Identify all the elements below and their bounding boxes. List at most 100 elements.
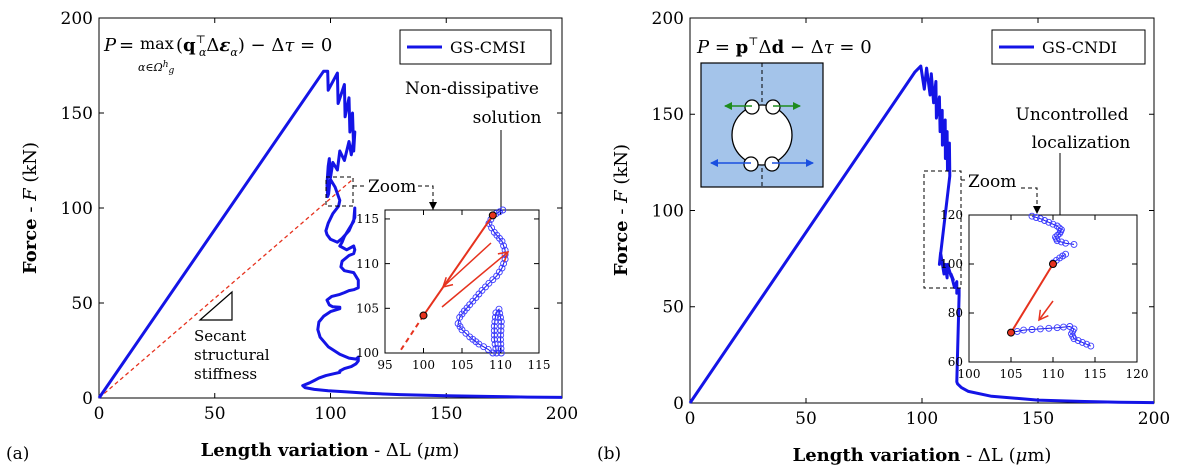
inset-x-tick-label: 115 — [528, 358, 551, 372]
svg-text:max: max — [140, 34, 174, 53]
inset-marker — [1062, 250, 1070, 258]
stiffness-triangle — [198, 290, 233, 321]
inset-y-tick-label: 105 — [356, 302, 379, 316]
unload-arrow — [441, 242, 492, 289]
inset-x-tick-label: 115 — [1084, 367, 1107, 381]
zoom-label: Zoom — [368, 177, 416, 197]
secant-line — [98, 178, 355, 399]
inset-marker — [493, 349, 501, 357]
main-x-tick-label: 0 — [94, 404, 105, 424]
inset-marker — [485, 279, 493, 287]
main-y-tick-label: 100 — [61, 199, 93, 219]
inset-marker — [1028, 326, 1036, 333]
inset-marker — [497, 331, 505, 339]
hole — [731, 104, 793, 166]
inset-x-tick-label: 120 — [1126, 367, 1149, 381]
inset-marker — [482, 283, 489, 291]
main-y-tick-label: 50 — [71, 294, 93, 314]
main-x-tick-label: 100 — [906, 409, 938, 429]
inset-marker — [484, 345, 492, 353]
inset-y-tick-label: 115 — [356, 212, 379, 226]
inset-red-dashed — [398, 314, 425, 354]
inset-marker — [1055, 224, 1063, 232]
callout-label: Uncontrolled — [1016, 105, 1129, 125]
notch — [743, 156, 759, 172]
inset-marker — [495, 305, 503, 313]
inset-y-tick-label: 100 — [940, 257, 963, 271]
main-y-tick-label: 100 — [652, 201, 684, 221]
inset-marker — [492, 345, 500, 352]
inset-marker — [493, 272, 501, 280]
panel-tag: (b) — [597, 444, 621, 464]
inset-x-tick-label: 105 — [1000, 367, 1023, 381]
inset-y-tick-label: 80 — [948, 306, 963, 320]
inset-marker — [489, 276, 497, 284]
main-x-tick-label: 200 — [1138, 409, 1170, 429]
inset-marker — [1062, 239, 1070, 247]
series-line-gs-cmsi — [97, 69, 563, 399]
panel-a: (a) 0 50 100 150 200 0 50 100 150 200 Length vari… — [6, 9, 578, 464]
inset-marker — [1083, 340, 1091, 348]
inset-marker — [1045, 218, 1053, 226]
series-line-gs-cndi — [688, 64, 1155, 405]
zoom-label: Zoom — [968, 172, 1016, 192]
inset-marker — [497, 322, 505, 330]
inset-red-line — [422, 214, 494, 317]
notch — [744, 99, 760, 115]
x-axis-label: Length variation - ΔL (μm) — [201, 440, 460, 461]
main-y-tick-label: 200 — [652, 9, 684, 29]
inset-marker — [497, 340, 505, 348]
inset-x-tick-label: 110 — [1042, 367, 1065, 381]
inset-marker — [491, 313, 499, 321]
inset-marker — [456, 313, 464, 321]
main-x-tick-label: 50 — [795, 409, 817, 429]
secant-label: structural — [194, 346, 270, 364]
main-x-tick-label: 150 — [430, 404, 462, 424]
equation: P = p⊤Δd − Δτ = 0 — [696, 35, 872, 58]
inset-marker — [497, 336, 504, 344]
inset-marker — [500, 242, 508, 250]
inset-marker — [1074, 337, 1082, 345]
inset-x-tick-label: 95 — [377, 358, 392, 372]
inset-marker — [1087, 342, 1095, 350]
inset-y-tick-label: 60 — [948, 355, 963, 369]
callout-label: solution — [473, 108, 542, 128]
inset-y-tick-label: 100 — [356, 346, 379, 360]
main-y-tick-label: 0 — [673, 394, 684, 414]
main-y-tick-label: 50 — [662, 298, 684, 318]
inset-marker — [1036, 325, 1044, 333]
y-axis-label: Force - F (kN) — [611, 144, 632, 276]
inset-y-tick-label: 120 — [940, 208, 963, 222]
inset-marker — [496, 208, 503, 216]
inset-marker — [462, 329, 470, 337]
inset-marker — [1056, 229, 1064, 237]
inset-marker — [499, 206, 507, 214]
inset-x-tick-label: 100 — [412, 358, 435, 372]
inset-x-tick-label: 105 — [451, 358, 474, 372]
inset-marker — [497, 318, 505, 326]
main-x-tick-label: 200 — [546, 404, 578, 424]
inset-marker — [1041, 217, 1049, 224]
inset-point — [1007, 328, 1015, 337]
inset-marker — [1028, 212, 1036, 220]
inset-marker — [497, 349, 505, 357]
inset-marker — [497, 327, 505, 335]
inset-marker — [1032, 214, 1040, 221]
secant-label: stiffness — [194, 365, 257, 383]
legend: GS-CMSI — [399, 29, 552, 65]
notch — [764, 156, 780, 172]
axis-ticks: 0 50 100 150 200 0 50 100 150 200 — [652, 9, 1171, 429]
svg-text:P: P — [103, 35, 117, 56]
inset-marker — [490, 327, 498, 335]
inset-marker — [1078, 338, 1086, 346]
panel-tag: (a) — [6, 444, 29, 464]
legend-label: GS-CNDI — [1042, 38, 1117, 57]
legend: GS-CNDI — [991, 29, 1146, 65]
main-x-tick-label: 100 — [314, 404, 346, 424]
inset-marker — [497, 314, 504, 321]
main-y-tick-label: 200 — [61, 9, 93, 29]
inset-x-tick-label: 110 — [489, 358, 512, 372]
inset-marker — [490, 322, 498, 330]
